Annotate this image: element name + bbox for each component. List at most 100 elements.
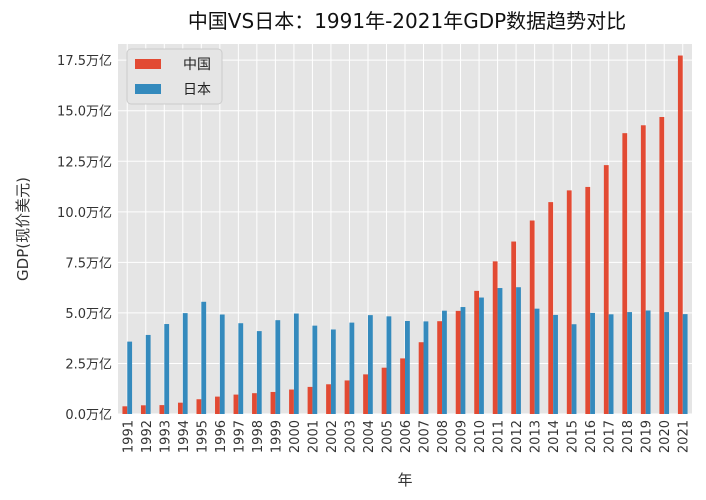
bar-china-1996 <box>215 396 220 414</box>
bar-china-2016 <box>585 186 591 414</box>
bar-japan-2015 <box>571 324 577 414</box>
bar-china-2013 <box>529 220 535 414</box>
x-axis-label: 年 <box>397 471 412 489</box>
bar-japan-2016 <box>590 312 595 414</box>
x-tick-label: 1993 <box>158 420 173 453</box>
y-tick-label: 15.0万亿 <box>57 105 112 120</box>
y-tick-labels: 0.0万亿 2.5万亿 5.0万亿 7.5万亿 10.0万亿 12.5万亿 15.0万亿 17… <box>57 54 112 423</box>
x-tick-label: 2011 <box>492 420 507 453</box>
legend-swatch-japan <box>135 84 161 94</box>
bar-japan-1993 <box>164 324 170 414</box>
x-tick-label: 2003 <box>343 420 358 453</box>
legend-label-china: 中国 <box>183 57 211 73</box>
bar-japan-1997 <box>238 323 244 414</box>
x-tick-label: 2020 <box>658 420 673 453</box>
bar-china-2011 <box>492 261 498 414</box>
bar-japan-1992 <box>145 334 151 414</box>
x-tick-label: 2000 <box>288 420 303 453</box>
x-tick-label: 1992 <box>140 420 155 453</box>
y-axis-label: GDP(现价美元) <box>14 177 32 281</box>
x-tick-label: 2019 <box>640 420 655 453</box>
x-tick-label: 2009 <box>455 420 470 453</box>
bar-china-2020 <box>659 116 665 414</box>
bar-china-2001 <box>307 386 313 414</box>
bar-china-2002 <box>326 384 331 414</box>
bar-china-2015 <box>566 190 572 414</box>
bar-china-1997 <box>233 394 239 414</box>
bar-japan-2013 <box>534 308 540 414</box>
bar-china-2003 <box>344 380 350 414</box>
bar-japan-1998 <box>256 331 262 414</box>
y-tick-label: 12.5万亿 <box>57 155 112 170</box>
bar-japan-2007 <box>423 321 429 414</box>
y-tick-label: 0.0万亿 <box>65 408 112 423</box>
bar-china-2018 <box>622 133 628 414</box>
bar-japan-1999 <box>275 320 281 414</box>
x-tick-label: 1996 <box>214 420 229 453</box>
legend-swatch-china <box>135 59 161 69</box>
x-tick-label: 2015 <box>566 420 581 453</box>
legend-label-japan: 日本 <box>183 82 211 98</box>
bar-china-2004 <box>363 374 368 414</box>
bar-japan-2005 <box>386 316 392 414</box>
bar-japan-1996 <box>219 314 225 414</box>
bar-china-2010 <box>474 290 480 414</box>
bar-china-1991 <box>122 406 128 414</box>
x-tick-label: 2021 <box>677 420 692 453</box>
bar-japan-2012 <box>516 287 521 414</box>
bar-japan-2009 <box>460 307 466 414</box>
x-tick-label: 2002 <box>325 420 340 453</box>
bar-china-1998 <box>252 393 257 414</box>
x-tick-label: 2007 <box>418 420 433 453</box>
x-tick-label: 2012 <box>510 420 525 453</box>
bar-japan-2017 <box>608 314 614 414</box>
bar-china-2019 <box>640 125 646 414</box>
y-tick-label: 7.5万亿 <box>65 256 112 271</box>
x-tick-labels: 1991 1992 1993 1994 1995 1996 1997 1998 1999 2000… <box>121 420 691 453</box>
bar-china-1993 <box>159 405 165 414</box>
x-tick-label: 1997 <box>232 420 247 453</box>
x-tick-label: 1991 <box>121 420 136 453</box>
bar-japan-1994 <box>182 313 188 414</box>
bar-japan-2019 <box>645 310 651 414</box>
bars <box>122 55 688 414</box>
bar-china-1995 <box>196 399 202 414</box>
x-tick-label: 2018 <box>621 420 636 453</box>
y-tick-label: 10.0万亿 <box>57 206 112 221</box>
bar-china-2014 <box>548 202 554 414</box>
x-tick-label: 2010 <box>473 420 488 453</box>
x-tick-label: 2001 <box>306 420 321 453</box>
bar-china-2017 <box>603 165 609 414</box>
bar-china-1999 <box>270 391 276 414</box>
bar-china-2021 <box>677 55 683 414</box>
x-tick-label: 1995 <box>195 420 210 453</box>
bar-china-2006 <box>400 358 405 414</box>
bar-japan-2001 <box>312 325 318 414</box>
bar-japan-1991 <box>127 341 133 414</box>
x-tick-label: 1998 <box>251 420 266 453</box>
bar-japan-2000 <box>293 313 299 414</box>
x-tick-label: 2004 <box>362 420 377 453</box>
x-tick-label: 2008 <box>436 420 451 453</box>
bar-china-2005 <box>381 367 387 414</box>
x-tick-label: 2016 <box>584 420 599 453</box>
bar-japan-2006 <box>405 320 410 414</box>
chart-title: 中国VS日本：1991年-2021年GDP数据趋势对比 <box>188 9 626 33</box>
bar-china-1994 <box>177 402 183 414</box>
bar-china-2000 <box>289 389 294 414</box>
bar-japan-2010 <box>479 297 484 414</box>
bar-japan-2004 <box>367 315 373 414</box>
x-tick-label: 1999 <box>269 420 284 453</box>
y-tick-label: 17.5万亿 <box>57 54 112 69</box>
bar-japan-1995 <box>201 301 207 414</box>
x-tick-label: 1994 <box>177 420 192 453</box>
bar-japan-2011 <box>497 288 503 414</box>
bar-japan-2003 <box>349 322 355 414</box>
bar-japan-2021 <box>682 314 688 414</box>
x-tick-label: 2017 <box>603 420 618 453</box>
bar-china-2009 <box>455 310 461 414</box>
x-tick-label: 2013 <box>529 420 544 453</box>
y-tick-label: 2.5万亿 <box>65 357 112 372</box>
legend: 中国 日本 <box>126 48 223 105</box>
